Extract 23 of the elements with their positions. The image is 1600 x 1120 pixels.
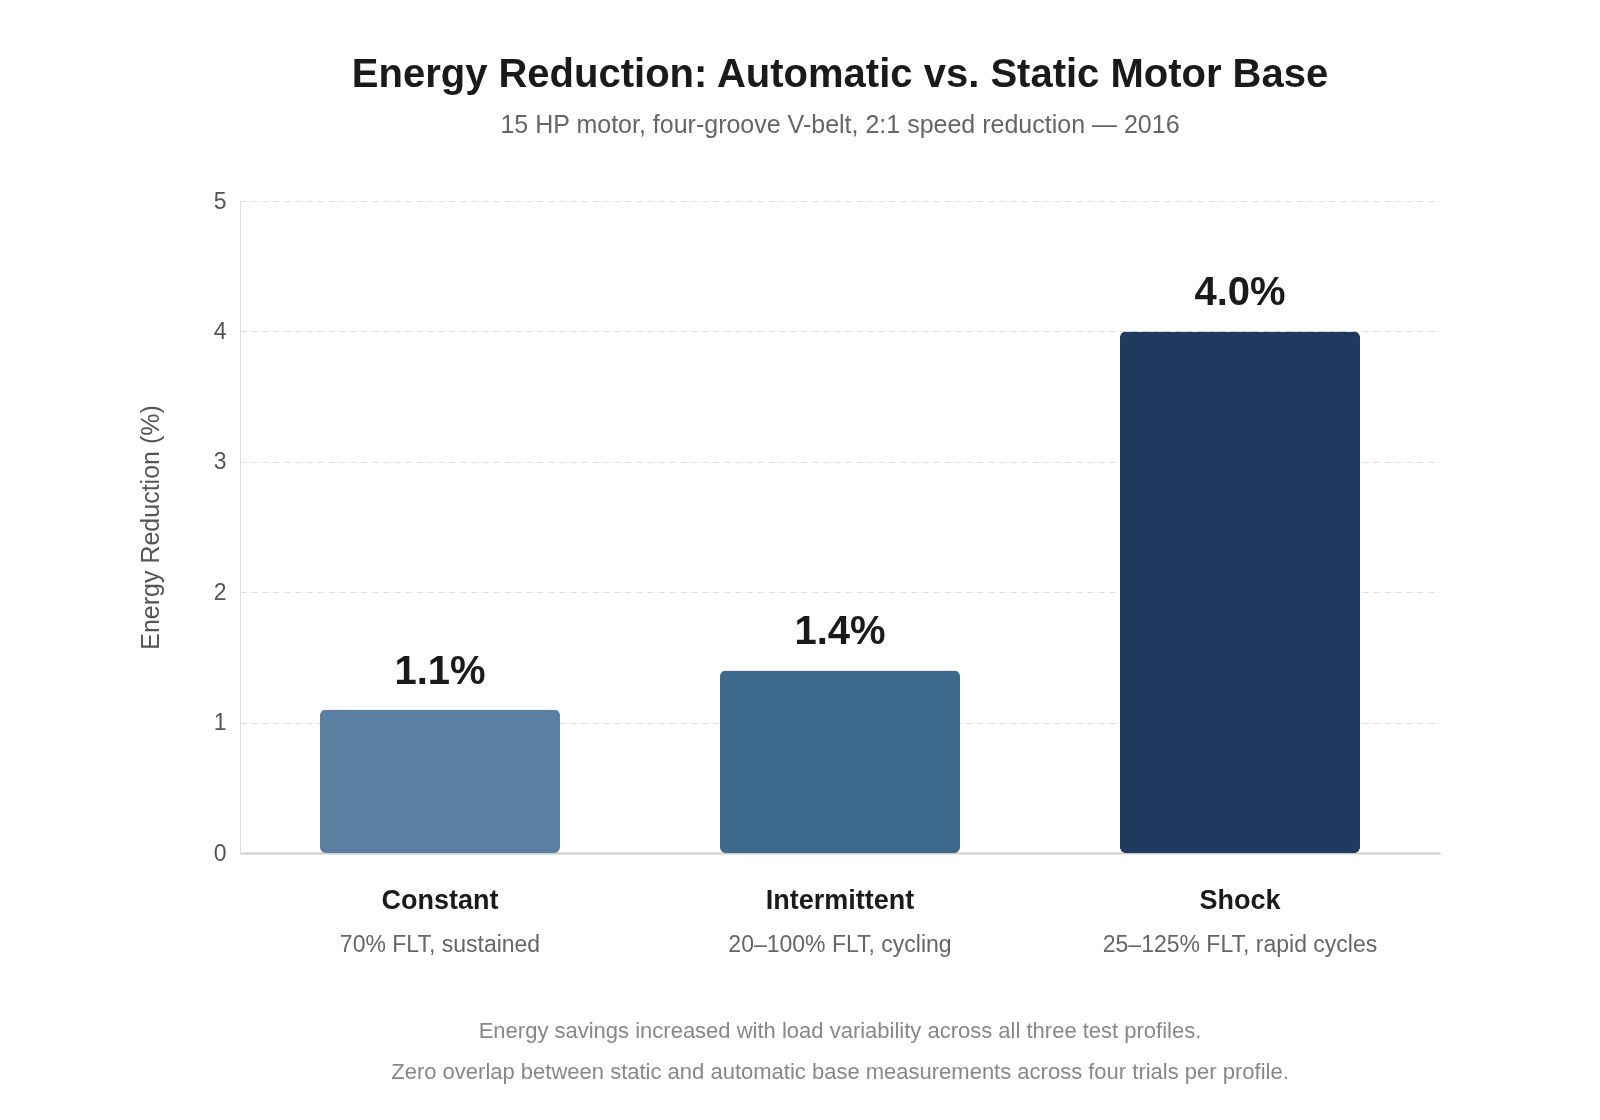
chart-subtitle: 15 HP motor, four-groove V-belt, 2:1 speed reduction — 2016 <box>500 110 1180 138</box>
text: 25–125% FLT, rapid cycles <box>1102 931 1378 957</box>
text: 20–100% FLT, cycling <box>728 931 952 957</box>
x-tick-label: Constant <box>381 884 499 915</box>
bar <box>720 670 960 853</box>
data-label: 1.1% <box>394 647 486 692</box>
y-tick-label: 4 <box>213 317 227 344</box>
y-tick-label: 5 <box>213 187 227 214</box>
x-tick-label: Intermittent <box>765 884 915 915</box>
text: Zero overlap between static and automatic base measurements across four trials per profile. <box>391 1059 1289 1084</box>
bar <box>1120 331 1360 853</box>
y-axis-title: Energy Reduction (%) <box>135 405 164 650</box>
text: Energy savings increased with load variability across all three test profiles. <box>478 1018 1202 1043</box>
bar <box>320 709 560 853</box>
data-label: 4.0% <box>1194 269 1286 314</box>
y-tick-label: 3 <box>213 448 227 475</box>
text: 70% FLT, sustained <box>339 931 541 957</box>
data-label: 1.4% <box>794 608 886 653</box>
x-tick-label: Shock <box>1199 884 1282 915</box>
y-tick-label: 2 <box>213 578 227 605</box>
y-tick-label: 0 <box>213 839 227 866</box>
chart-title: Energy Reduction: Automatic vs. Static Motor Base <box>351 51 1329 95</box>
y-tick-label: 1 <box>213 709 227 736</box>
